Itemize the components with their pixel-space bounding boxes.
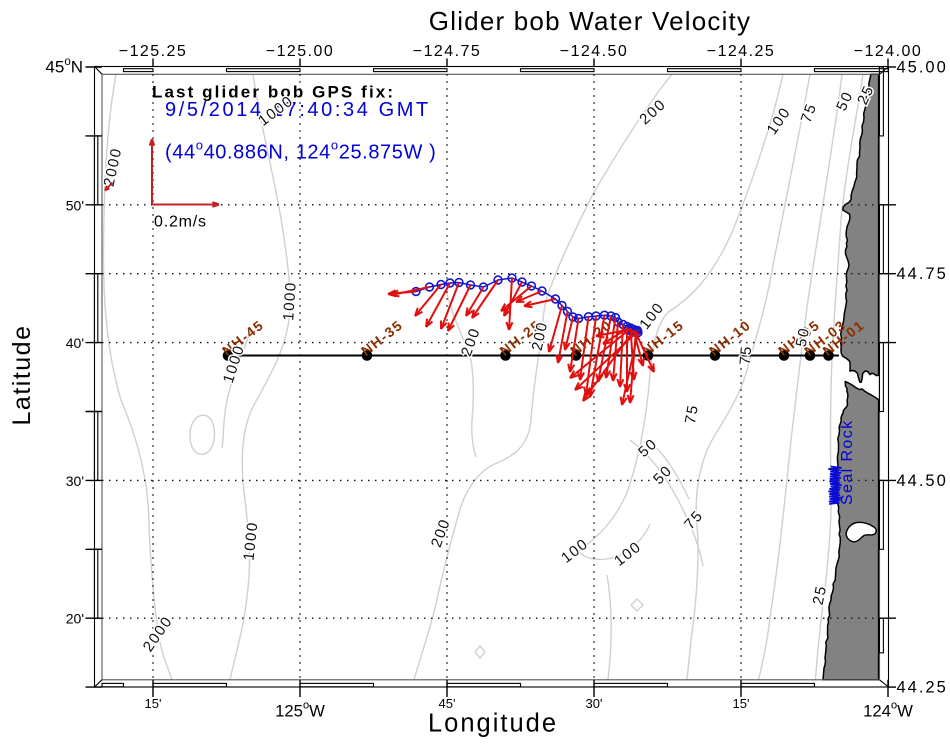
svg-text:−125.00: −125.00 bbox=[266, 43, 334, 60]
svg-text:−124.50: −124.50 bbox=[560, 43, 628, 60]
svg-text:9/5/2014 17:40:34 GMT: 9/5/2014 17:40:34 GMT bbox=[165, 99, 431, 121]
svg-text:−124.75: −124.75 bbox=[413, 43, 481, 60]
svg-text:45': 45' bbox=[439, 696, 456, 711]
svg-text:44.50: 44.50 bbox=[897, 472, 948, 490]
svg-text:−124.25: −124.25 bbox=[707, 43, 775, 60]
svg-text:40': 40' bbox=[66, 335, 84, 351]
svg-text:1000: 1000 bbox=[280, 281, 300, 321]
svg-text:30': 30' bbox=[586, 696, 603, 711]
svg-text:44.75: 44.75 bbox=[897, 265, 948, 283]
svg-text:50: 50 bbox=[793, 326, 814, 349]
svg-text:125oW: 125oW bbox=[275, 700, 325, 721]
svg-text:0.2m/s: 0.2m/s bbox=[154, 214, 207, 231]
svg-text:20': 20' bbox=[66, 611, 84, 627]
svg-text:Last glider bob GPS fix:: Last glider bob GPS fix: bbox=[152, 83, 395, 102]
svg-text:15': 15' bbox=[733, 696, 750, 711]
svg-text:Longitude: Longitude bbox=[428, 710, 558, 738]
svg-text:45.00: 45.00 bbox=[897, 59, 948, 77]
svg-text:50': 50' bbox=[66, 197, 84, 213]
svg-text:45oN: 45oN bbox=[45, 56, 83, 77]
svg-text:44.25: 44.25 bbox=[897, 679, 948, 697]
svg-text:Seal Rock: Seal Rock bbox=[839, 419, 856, 505]
svg-text:Latitude: Latitude bbox=[8, 325, 36, 426]
svg-text:75: 75 bbox=[737, 344, 756, 365]
svg-text:Glider bob Water Velocity: Glider bob Water Velocity bbox=[429, 6, 751, 36]
svg-text:−124.00: −124.00 bbox=[854, 43, 922, 60]
svg-text:124oW: 124oW bbox=[863, 700, 913, 721]
svg-text:75: 75 bbox=[682, 403, 702, 425]
svg-text:(44o40.886N, 124o25.875W ): (44o40.886N, 124o25.875W ) bbox=[165, 138, 436, 164]
svg-text:15': 15' bbox=[145, 696, 162, 711]
svg-text:25: 25 bbox=[810, 584, 831, 607]
svg-text:30': 30' bbox=[66, 473, 84, 489]
svg-text:−125.25: −125.25 bbox=[119, 43, 187, 60]
